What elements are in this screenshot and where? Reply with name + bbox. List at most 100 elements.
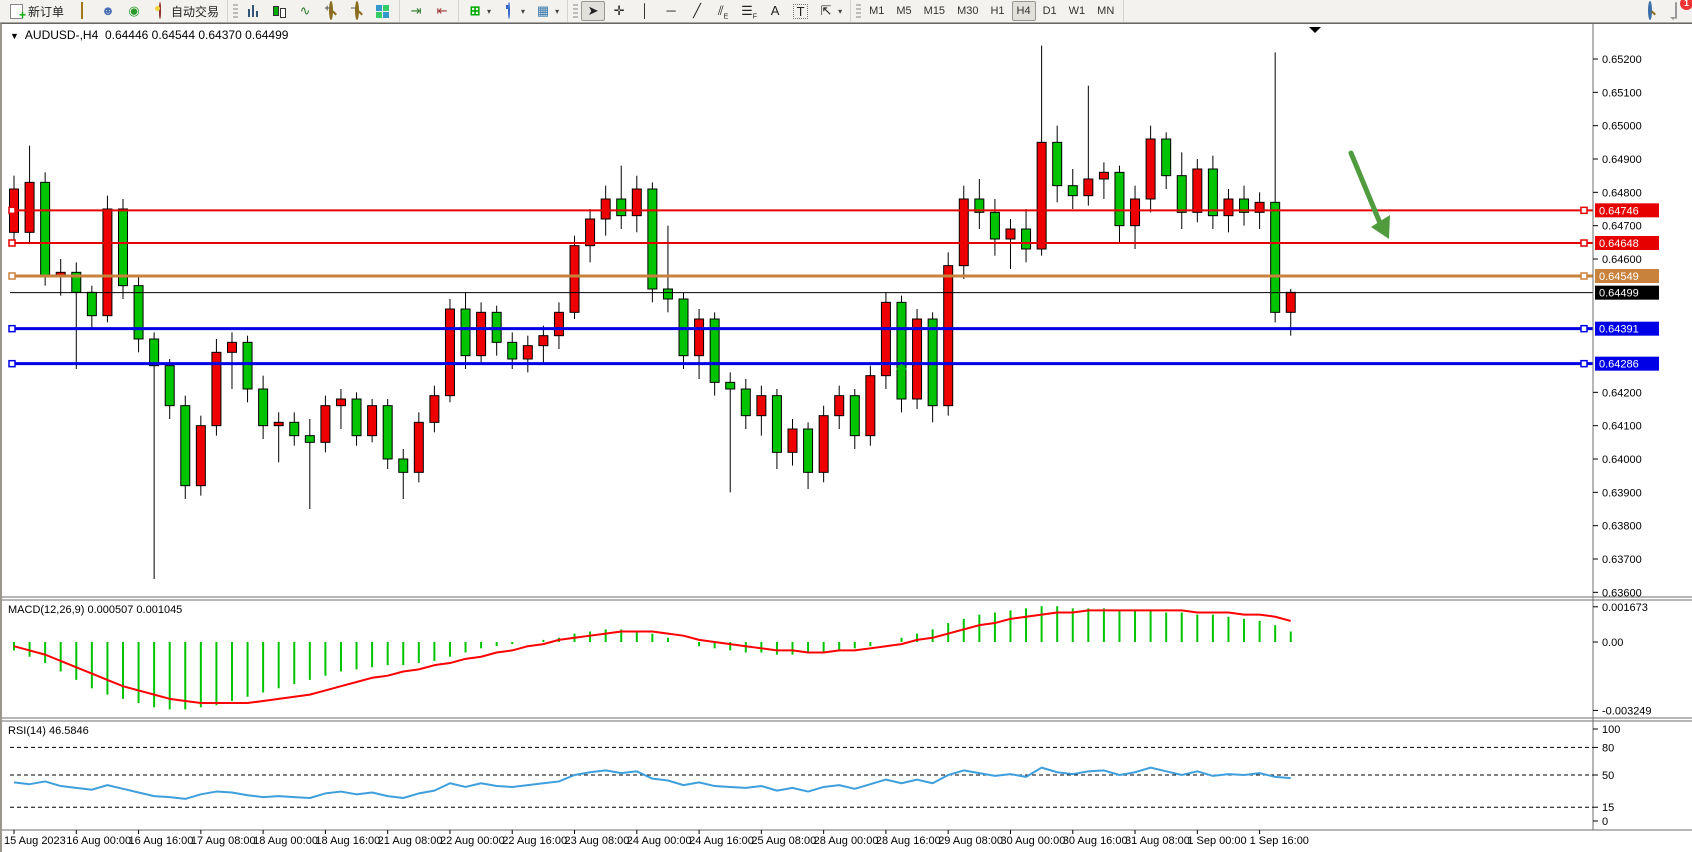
notification-badge: 1 bbox=[1680, 0, 1692, 10]
horizontal-level-line[interactable] bbox=[8, 206, 1593, 215]
horizontal-level-line[interactable] bbox=[8, 239, 1593, 247]
chevron-down-icon: ▾ bbox=[838, 6, 843, 16]
horizontal-level-line[interactable] bbox=[8, 272, 1593, 280]
search-button[interactable] bbox=[1638, 1, 1662, 21]
candle bbox=[1176, 152, 1187, 229]
candle bbox=[304, 419, 315, 509]
svg-text:0.64648: 0.64648 bbox=[1599, 238, 1639, 250]
crosshair-icon: ✛ bbox=[613, 3, 625, 18]
crosshair-tool-button[interactable]: ✛ bbox=[607, 1, 631, 21]
candle bbox=[631, 175, 642, 233]
notifications-button[interactable]: 1 bbox=[1664, 0, 1692, 21]
periods-button[interactable]: ▾ bbox=[497, 1, 529, 21]
trendline-tool-button[interactable]: ╱ bbox=[685, 1, 709, 21]
timeframe-button-m30[interactable]: M30 bbox=[957, 5, 979, 17]
trendline-icon: ╱ bbox=[693, 3, 701, 18]
candle bbox=[133, 275, 144, 353]
timeframe-button-w1[interactable]: W1 bbox=[1068, 5, 1086, 17]
price-badge: 0.64549 bbox=[1595, 269, 1659, 283]
candle bbox=[258, 375, 269, 439]
symbol-dropdown-icon[interactable]: ▼ bbox=[10, 31, 19, 41]
candle bbox=[896, 295, 907, 413]
timeframe-button-m5[interactable]: M5 bbox=[896, 5, 912, 17]
channel-tool-button[interactable]: ⫽E bbox=[711, 1, 735, 21]
candlestick-icon bbox=[271, 3, 287, 19]
line-handle bbox=[8, 239, 16, 247]
arrows-tool-button[interactable]: ⇱ ▾ bbox=[814, 1, 846, 21]
templates-button[interactable]: ▦ ▾ bbox=[531, 1, 563, 21]
candle bbox=[1098, 162, 1109, 199]
chart-canvas[interactable]: 0.65200 0.65100 0.65000 0.64900 0.64800 0.647… bbox=[2, 24, 1692, 852]
chat-bubble-icon bbox=[1675, 2, 1677, 19]
date-axis-label: 16 Aug 00:00 bbox=[66, 835, 131, 847]
timeframe-button-h4[interactable]: H4 bbox=[1011, 1, 1036, 21]
clock-icon bbox=[508, 2, 511, 19]
line-chart-button[interactable]: ∿ bbox=[293, 1, 317, 21]
text-label-tool-button[interactable]: T bbox=[789, 1, 812, 21]
line-handle bbox=[1580, 239, 1588, 247]
tile-windows-button[interactable] bbox=[371, 1, 395, 21]
bar-chart-icon bbox=[245, 3, 261, 19]
candle bbox=[273, 412, 284, 463]
candle bbox=[1130, 185, 1141, 249]
candle bbox=[149, 332, 160, 579]
toolbar-grip bbox=[573, 4, 579, 18]
signal-icon: ◉ bbox=[128, 3, 140, 18]
zoom-out-button[interactable] bbox=[345, 1, 369, 21]
profile-button[interactable]: ☻ bbox=[96, 1, 120, 21]
candle bbox=[180, 395, 191, 499]
axis-label: 0.64800 bbox=[1602, 187, 1642, 199]
auto-trading-button[interactable]: 自动交易 bbox=[148, 1, 223, 21]
candle bbox=[211, 339, 222, 436]
signals-button[interactable]: ◉ bbox=[122, 1, 146, 21]
indicators-plus-icon: ⊞ bbox=[469, 3, 481, 18]
auto-trading-label: 自动交易 bbox=[171, 4, 220, 19]
candle bbox=[725, 372, 736, 493]
cursor-tool-button[interactable]: ➤ bbox=[581, 1, 606, 21]
axis-label: -0.003249 bbox=[1602, 705, 1652, 717]
axis-layer: 0.65200 0.65100 0.65000 0.64900 0.64800 0.647… bbox=[4, 54, 1659, 847]
text-tool-button[interactable]: A bbox=[763, 1, 787, 21]
candles-layer bbox=[9, 45, 1296, 579]
vertical-line-tool-button[interactable]: │ bbox=[633, 1, 657, 21]
profile-icon: ☻ bbox=[101, 3, 115, 18]
horizontal-line-tool-button[interactable]: ─ bbox=[659, 1, 683, 21]
bar-chart-button[interactable] bbox=[241, 1, 265, 21]
new-order-icon bbox=[10, 3, 26, 23]
timeframe-button-h1[interactable]: H1 bbox=[990, 5, 1005, 17]
green-arrow-annotation[interactable] bbox=[1348, 150, 1390, 239]
fibonacci-tool-button[interactable]: ☰F bbox=[737, 1, 761, 21]
horizontal-level-line[interactable] bbox=[8, 324, 1593, 333]
zoom-in-button[interactable] bbox=[319, 1, 343, 21]
timeframe-button-d1[interactable]: D1 bbox=[1042, 5, 1057, 17]
chart-shift-icon: ⇤ bbox=[436, 3, 448, 18]
rsi-line bbox=[13, 766, 1291, 800]
equidistant-channel-icon: ⫽E bbox=[717, 3, 729, 21]
timeframe-button-mn[interactable]: MN bbox=[1097, 5, 1115, 17]
candle bbox=[849, 389, 860, 449]
toolbar-group-right: 1 bbox=[1634, 0, 1692, 22]
axis-label: 0.64900 bbox=[1602, 154, 1642, 166]
axis-label: 0.63800 bbox=[1602, 521, 1642, 533]
market-watch-button[interactable] bbox=[70, 1, 94, 21]
chart-shift-button[interactable]: ⇤ bbox=[430, 1, 454, 21]
candle bbox=[740, 379, 751, 429]
candle bbox=[320, 395, 331, 453]
indicators-button[interactable]: ⊞ ▾ bbox=[463, 1, 495, 21]
candle bbox=[1145, 125, 1156, 213]
chart-window[interactable]: 0.65200 0.65100 0.65000 0.64900 0.64800 0.647… bbox=[0, 23, 1692, 852]
date-axis-label: 31 Aug 08:00 bbox=[1125, 835, 1190, 847]
candle bbox=[553, 302, 564, 349]
price-badge: 0.64746 bbox=[1595, 203, 1659, 218]
horizontal-level-line[interactable] bbox=[8, 359, 1593, 368]
timeframe-button-m15[interactable]: M15 bbox=[923, 5, 946, 17]
timeframe-button-m1[interactable]: M1 bbox=[869, 5, 885, 17]
candle bbox=[117, 199, 128, 299]
auto-scroll-button[interactable]: ⇥ bbox=[404, 1, 428, 21]
new-order-button[interactable]: 新订单 bbox=[4, 1, 68, 23]
candlestick-chart-button[interactable] bbox=[267, 1, 291, 21]
candle bbox=[1207, 155, 1218, 229]
price-badge: 0.64286 bbox=[1595, 356, 1659, 371]
candle bbox=[335, 389, 346, 429]
